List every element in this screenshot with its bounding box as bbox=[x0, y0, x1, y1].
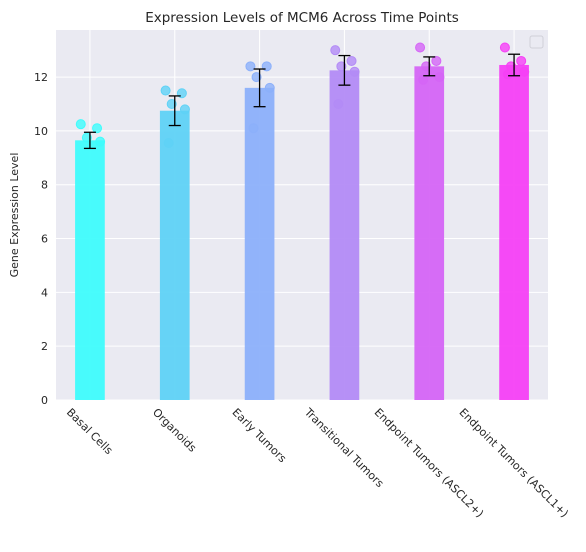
bar bbox=[414, 66, 445, 400]
data-point bbox=[431, 55, 442, 66]
data-point bbox=[346, 55, 357, 66]
x-tick-label: Basal Cells bbox=[64, 406, 116, 458]
y-axis-label: Gene Expression Level bbox=[8, 153, 21, 278]
data-point bbox=[519, 66, 530, 77]
y-tick-label: 0 bbox=[41, 394, 48, 407]
x-tick-label: Organoids bbox=[150, 406, 199, 455]
data-point bbox=[166, 99, 177, 109]
y-tick-label: 6 bbox=[41, 233, 48, 246]
y-tick-label: 2 bbox=[41, 340, 48, 353]
data-point bbox=[248, 123, 259, 134]
data-point bbox=[502, 69, 513, 80]
data-point bbox=[163, 138, 174, 149]
bar bbox=[75, 140, 105, 400]
legend-box bbox=[529, 35, 544, 49]
bar bbox=[499, 64, 529, 401]
data-point bbox=[516, 55, 527, 66]
x-tick-label: Early Tumors bbox=[230, 406, 290, 466]
y-tick-label: 4 bbox=[41, 286, 48, 299]
data-point bbox=[333, 99, 344, 109]
data-point bbox=[330, 45, 341, 56]
data-point bbox=[336, 61, 347, 72]
y-tick-label: 10 bbox=[34, 125, 48, 138]
data-point bbox=[415, 42, 426, 53]
x-tick-label: Transitional Tumors bbox=[301, 405, 386, 490]
data-point bbox=[160, 85, 171, 96]
bar bbox=[329, 70, 360, 400]
y-tick-label: 12 bbox=[34, 71, 48, 84]
data-point bbox=[421, 61, 432, 72]
data-point bbox=[418, 74, 429, 85]
data-point bbox=[264, 82, 275, 93]
data-point bbox=[81, 132, 92, 143]
data-point bbox=[251, 72, 262, 83]
bar bbox=[244, 87, 275, 400]
data-point bbox=[92, 123, 103, 134]
data-point bbox=[179, 104, 190, 115]
data-point bbox=[349, 66, 360, 77]
chart-title: Expression Levels of MCM6 Across Time Po… bbox=[145, 10, 459, 26]
data-point bbox=[499, 42, 510, 53]
plot-area bbox=[56, 30, 548, 400]
data-point bbox=[75, 119, 86, 130]
y-tick-label: 8 bbox=[41, 179, 48, 192]
data-point bbox=[95, 136, 106, 147]
bar bbox=[159, 110, 190, 401]
data-point bbox=[434, 72, 445, 83]
data-point bbox=[245, 61, 256, 72]
